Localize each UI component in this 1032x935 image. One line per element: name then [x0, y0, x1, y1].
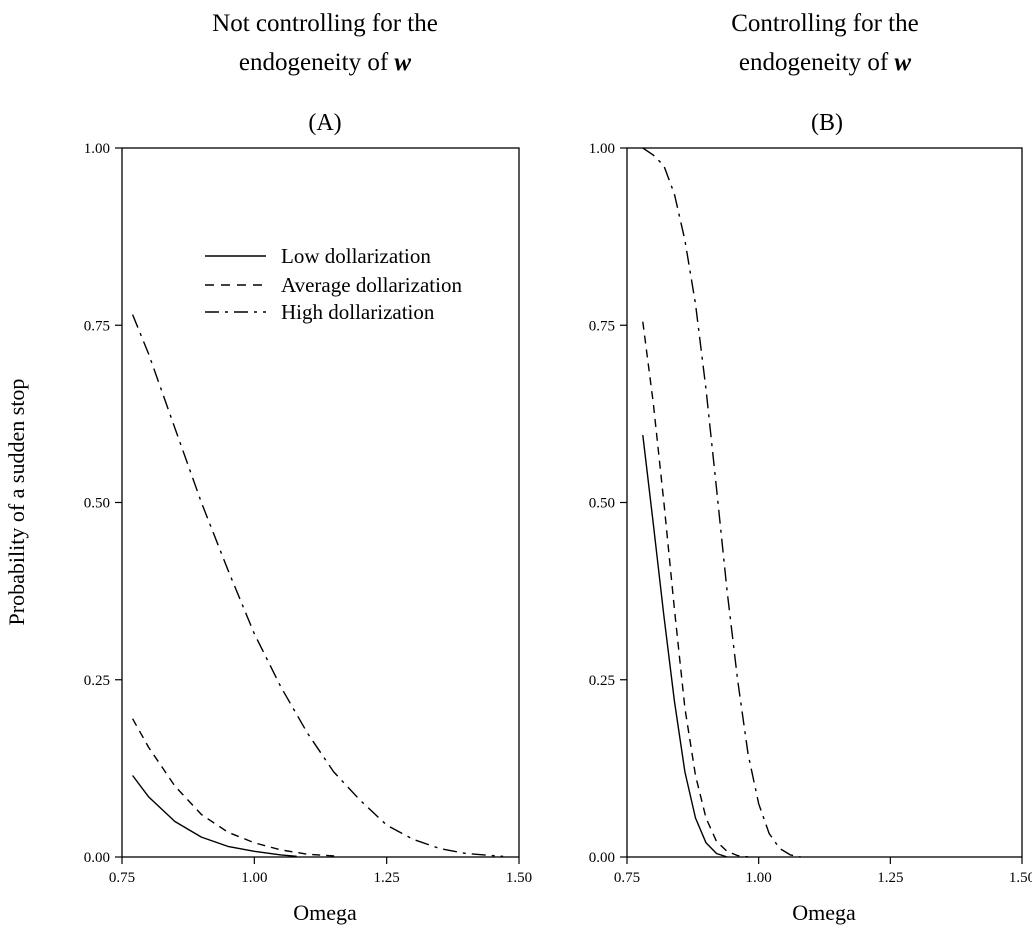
panel-a-series-high-line	[131, 314, 504, 857]
panel-b-ticks: 0.75 1.00 1.25 1.50 0.00 0.25 0.50 0.75 1.00	[589, 141, 1032, 886]
panel-a-y-tick-label: 0.00	[84, 850, 110, 866]
panel-a-title-prefix: endogeneity of	[238, 49, 395, 76]
panel-a-x-tick-label: 1.50	[506, 870, 532, 886]
panel-a-x-tick-label: 1.25	[374, 870, 400, 886]
panel-a-title: Not controlling for the endogeneity of w	[130, 4, 520, 82]
panel-b-series-high-line	[642, 147, 801, 858]
panel-b-series-low-line	[642, 435, 728, 858]
panel-a-series-average-line	[131, 718, 340, 857]
panel-b-plot-frame	[626, 147, 1023, 858]
panel-b-title: Controlling for the endogeneity of w	[630, 4, 1020, 82]
panel-a-title-line2: endogeneity of w	[130, 43, 520, 82]
panel-b-y-tick-label: 0.00	[589, 850, 615, 866]
panel-b-x-tick-label: 1.50	[1009, 870, 1032, 886]
panel-b: (B) 0.75 1.00 1.25 1.50 0.00 0.25 0.50 0.75 1.00…	[589, 110, 1032, 925]
panel-b-x-axis-title: Omega	[792, 900, 856, 925]
legend: Low dollarization Average dollarization …	[205, 244, 462, 324]
panel-b-series	[642, 147, 801, 858]
panel-a-y-tick-label: 0.25	[84, 673, 110, 689]
panel-b-y-tick-label: 1.00	[589, 141, 615, 157]
panel-b-label: (B)	[811, 110, 843, 136]
panel-a-series-low-line	[132, 775, 297, 857]
panel-a: (A) 0.75 1.00 1.25 1.50 0.00 0.25 0.50 0.75 1.00…	[4, 110, 532, 925]
legend-label-high: High dollarization	[281, 300, 435, 324]
panel-a-x-tick-label: 0.75	[109, 870, 135, 886]
legend-label-average: Average dollarization	[281, 273, 462, 297]
panel-a-title-line1: Not controlling for the	[212, 10, 438, 37]
panel-a-ticks: 0.75 1.00 1.25 1.50 0.00 0.25 0.50 0.75 1.00	[84, 141, 532, 886]
panel-b-y-tick-label: 0.50	[589, 496, 615, 512]
legend-label-low: Low dollarization	[281, 244, 431, 268]
panel-a-y-tick-label: 1.00	[84, 141, 110, 157]
panel-a-x-axis-title: Omega	[293, 900, 357, 925]
panel-b-title-prefix: endogeneity of	[738, 49, 895, 76]
panel-b-x-tick-label: 1.00	[746, 870, 772, 886]
panel-b-y-tick-label: 0.25	[589, 673, 615, 689]
panel-a-y-tick-label: 0.75	[84, 318, 110, 334]
panel-b-title-line1: Controlling for the	[731, 10, 919, 37]
panel-b-title-variable: w	[894, 49, 912, 76]
panel-b-x-tick-label: 0.75	[614, 870, 640, 886]
panel-a-title-variable: w	[394, 49, 412, 76]
panel-b-series-average-line	[642, 321, 749, 858]
panel-b-x-tick-label: 1.25	[877, 870, 903, 886]
y-axis-title: Probability of a sudden stop	[4, 379, 29, 626]
panel-b-y-tick-label: 0.75	[589, 318, 615, 334]
panel-b-title-line2: endogeneity of w	[630, 43, 1020, 82]
panel-a-label: (A)	[308, 110, 341, 136]
panel-a-series	[131, 314, 504, 857]
figure-titles: Not controlling for the endogeneity of w…	[0, 0, 1032, 120]
panel-a-y-tick-label: 0.50	[84, 496, 110, 512]
panel-a-x-tick-label: 1.00	[241, 870, 267, 886]
